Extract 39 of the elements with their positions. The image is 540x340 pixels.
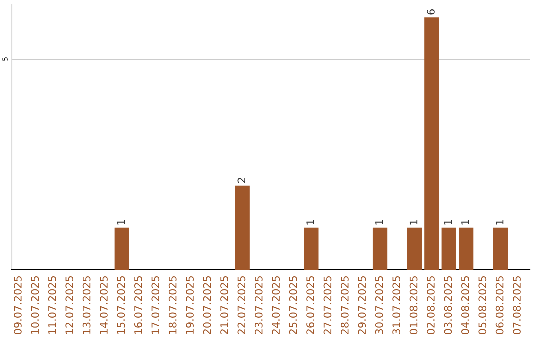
data-label: 6 — [427, 10, 435, 15]
x-tick-label: 15.07.2025 — [117, 276, 126, 334]
x-tick-label: 16.07.2025 — [134, 276, 142, 334]
x-tick-label: 31.07.2025 — [392, 276, 401, 334]
x-tick-label: 21.07.2025 — [220, 276, 228, 334]
x-tick-label: 05.08.2025 — [478, 276, 487, 335]
x-tick-label: 29.07.2025 — [358, 276, 366, 334]
x-tick-label: 18.07.2025 — [168, 276, 177, 334]
x-tick-label: 27.07.2025 — [324, 276, 332, 334]
data-label: 2 — [238, 178, 246, 184]
x-tick-label: 30.07.2025 — [375, 276, 384, 334]
x-tick-label: 13.07.2025 — [82, 276, 91, 334]
x-tick-label: 14.07.2025 — [100, 276, 108, 334]
x-tick-label: 23.07.2025 — [254, 276, 263, 334]
x-tick-label: 20.07.2025 — [203, 276, 212, 334]
data-label: 1 — [496, 220, 504, 225]
x-tick-label: 04.08.2025 — [461, 276, 470, 335]
x-tick-label: 11.07.2025 — [48, 276, 56, 334]
x-tick-label: 25.07.2025 — [289, 276, 298, 334]
x-tick-label: 12.07.2025 — [66, 276, 74, 334]
x-tick-label: 19.07.2025 — [186, 276, 194, 334]
x-tick-label: 24.07.2025 — [272, 276, 280, 334]
x-tick-label: 28.07.2025 — [341, 276, 349, 334]
data-label: 1 — [444, 220, 452, 225]
x-tick-label: 09.07.2025 — [14, 276, 22, 335]
data-label: 1 — [376, 220, 384, 225]
data-label: 1 — [117, 220, 126, 225]
x-tick-label: 02.08.2025 — [427, 276, 435, 335]
x-tick-label: 17.07.2025 — [152, 276, 160, 334]
x-tick-label: 06.08.2025 — [496, 276, 504, 335]
x-tick-label: 22.07.2025 — [238, 276, 246, 334]
x-tick-label: 26.07.2025 — [306, 276, 314, 334]
data-label: 1 — [306, 220, 314, 225]
data-label: 1 — [462, 220, 470, 225]
x-tick-label: 03.08.2025 — [444, 276, 452, 335]
data-label: 1 — [410, 220, 418, 225]
x-tick-label: 07.08.2025 — [513, 276, 521, 335]
x-tick-label: 01.08.2025 — [410, 276, 418, 335]
x-tick-label: 10.07.2025 — [31, 276, 40, 334]
